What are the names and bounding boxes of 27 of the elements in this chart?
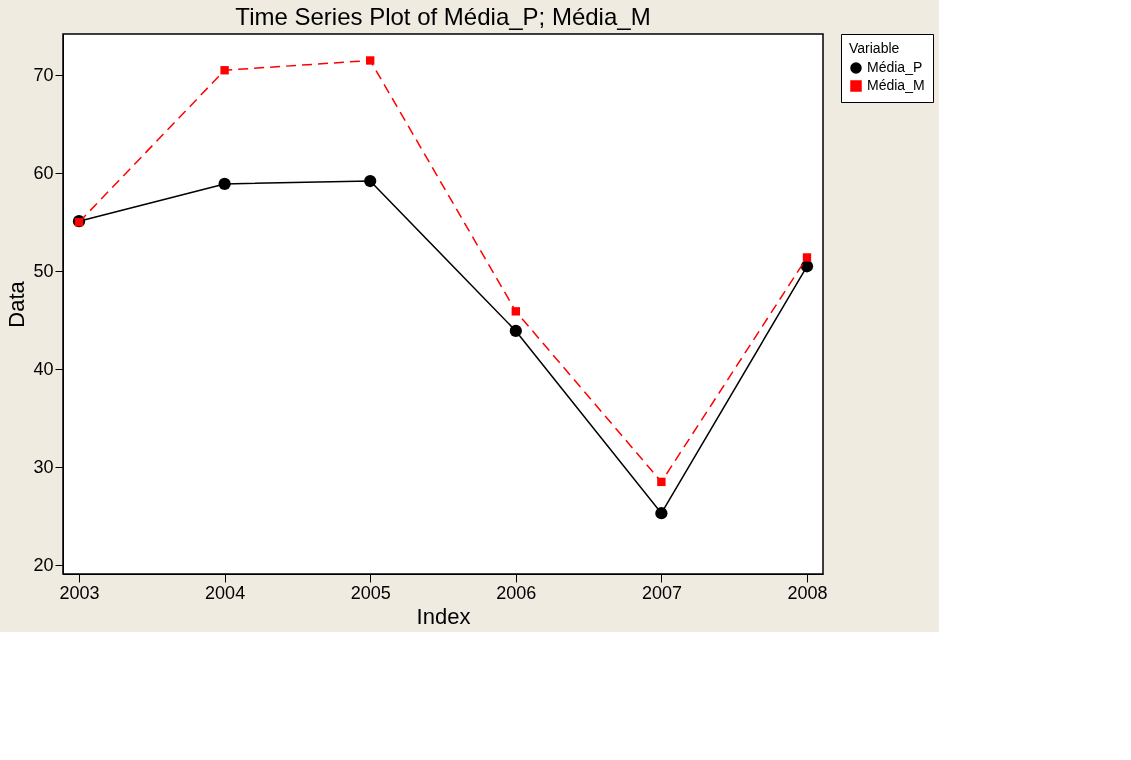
y-tick-label: 70 [33,64,54,85]
y-axis-title: Data [4,280,30,328]
point [655,507,668,520]
legend-title: Variable [849,40,900,56]
x-tick-label: 2005 [350,582,391,603]
point [509,324,522,338]
x-tick-label: 2008 [787,582,828,603]
point [802,253,812,262]
y-tick-label: 50 [33,260,54,281]
x-tick-label: 2004 [205,582,246,603]
point [220,66,229,75]
point [366,56,375,65]
y-tick-label: 40 [33,358,54,379]
chart-title: Time Series Plot of Média_P; Média_M [235,2,651,30]
point [511,307,520,316]
point [657,477,666,487]
legend-label: Média_M [867,77,925,93]
point [218,177,231,191]
point [364,174,377,188]
x-axis-title: Index [416,603,471,629]
legend-label: Média_P [867,59,923,75]
x-tick-label: 2006 [496,582,537,603]
x-tick-label: 2003 [59,582,100,603]
y-tick-label: 20 [33,554,54,575]
x-tick-label: 2007 [641,582,682,603]
y-tick-label: 30 [33,456,54,477]
y-tick-label: 60 [33,162,54,183]
